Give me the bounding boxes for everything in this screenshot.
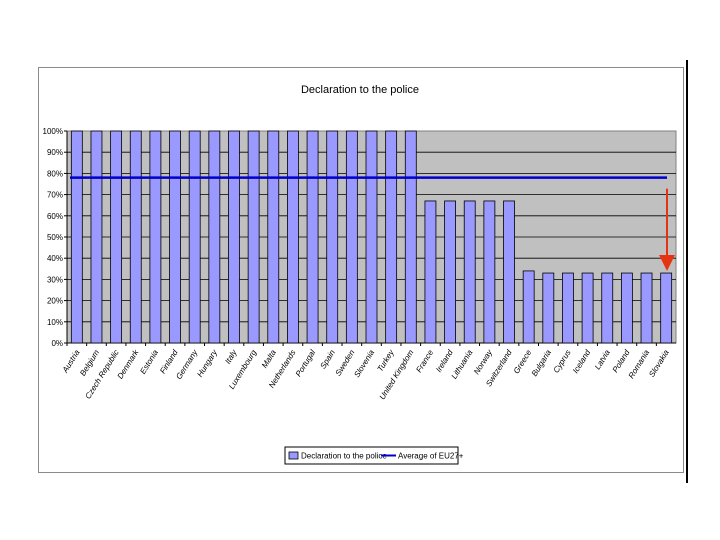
bar	[188, 130, 201, 344]
bar	[247, 130, 260, 344]
bar	[208, 130, 221, 344]
x-tick-label: Latvia	[593, 348, 612, 371]
x-tick-label: Slovakia	[647, 348, 671, 379]
legend: Declaration to the police Average of EU27…	[284, 446, 464, 465]
legend-label: Average of EU27+	[398, 452, 464, 461]
y-tick-label: 90%	[47, 148, 63, 157]
x-tick-label: Hungary	[195, 347, 219, 378]
bar	[385, 130, 398, 344]
y-tick-label: 30%	[47, 275, 63, 284]
y-tick-label: 20%	[47, 297, 63, 306]
bar	[306, 130, 319, 344]
bar	[90, 130, 103, 344]
legend-box	[284, 446, 459, 465]
y-tick-label: 100%	[43, 127, 63, 136]
bar	[404, 130, 417, 344]
x-tick-label: Malta	[260, 348, 278, 370]
bar	[345, 130, 358, 344]
y-tick-label: 40%	[47, 254, 63, 263]
x-tick-label: Ireland	[434, 348, 455, 374]
bar	[562, 272, 574, 344]
bar	[326, 130, 339, 344]
x-tick-label: Poland	[611, 348, 632, 374]
x-tick-label: Portugal	[294, 348, 318, 378]
bar	[267, 130, 280, 344]
legend-label: Declaration to the police	[301, 452, 387, 461]
bar	[660, 272, 673, 344]
bar	[70, 130, 83, 344]
x-tick-label: Cyprus	[552, 348, 573, 374]
bar	[503, 200, 515, 344]
bar	[444, 200, 456, 344]
y-tick-label: 60%	[47, 212, 63, 221]
bar	[483, 200, 496, 344]
x-tick-label: Bulgaria	[530, 348, 553, 378]
bar	[110, 130, 123, 344]
y-tick-label: 0%	[51, 339, 63, 348]
y-tick-label: 80%	[47, 169, 63, 178]
bar	[424, 200, 437, 344]
bar	[287, 130, 299, 344]
bar	[581, 272, 594, 344]
x-tick-label: France	[414, 348, 435, 374]
bar	[129, 130, 142, 344]
bar	[620, 272, 633, 344]
y-tick-label: 50%	[47, 233, 63, 242]
legend-swatch-bar	[288, 451, 299, 460]
bar	[169, 130, 181, 344]
bar	[542, 272, 555, 344]
bar	[149, 130, 162, 344]
y-tick-label: 10%	[47, 318, 63, 327]
bar	[365, 130, 378, 344]
bar	[640, 272, 653, 344]
y-tick-label: 70%	[47, 191, 63, 200]
x-tick-label: Italy	[223, 347, 239, 365]
x-tick-label: Iceland	[571, 348, 593, 375]
bar	[522, 270, 535, 344]
x-tick-label: Spain	[318, 348, 337, 371]
bar	[228, 130, 240, 344]
plot-area: 0%10%20%30%40%50%60%70%80%90%100%Austria…	[43, 127, 677, 401]
annotation-arrow-head	[659, 255, 675, 272]
chart-title: Declaration to the police	[301, 84, 419, 96]
x-tick-label: Estonia	[138, 348, 160, 376]
x-tick-label: Turkey	[376, 347, 397, 373]
x-tick-label: Slovenia	[352, 348, 376, 379]
bar	[463, 200, 476, 344]
bar	[601, 272, 614, 344]
slide-divider-line	[686, 60, 688, 483]
